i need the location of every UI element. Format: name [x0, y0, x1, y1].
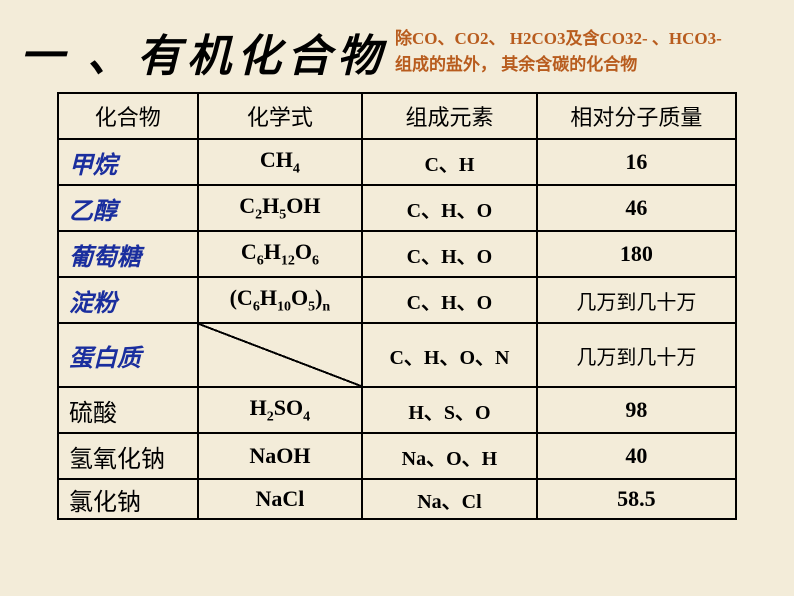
formula-cell: NaCl [198, 479, 363, 519]
header-elements: 组成元素 [362, 93, 536, 139]
elements-cell: Na、Cl [362, 479, 536, 519]
table-header-row: 化合物 化学式 组成元素 相对分子质量 [58, 93, 736, 139]
elements-cell: H、S、O [362, 387, 536, 433]
table-row: 蛋白质 C、H、O、N几万到几十万 [58, 323, 736, 387]
compound-name-cell: 葡萄糖 [58, 231, 198, 277]
formula-cell: C2H5OH [198, 185, 363, 231]
mass-cell: 几万到几十万 [537, 323, 736, 387]
table-row: 硫酸H2SO4H、S、O98 [58, 387, 736, 433]
elements-cell: C、H、O [362, 277, 536, 323]
mass-cell: 98 [537, 387, 736, 433]
mass-cell: 16 [537, 139, 736, 185]
compound-name-cell: 氢氧化钠 [58, 433, 198, 479]
header-compound: 化合物 [58, 93, 198, 139]
mass-cell: 几万到几十万 [537, 277, 736, 323]
elements-cell: C、H、O、N [362, 323, 536, 387]
mass-cell: 40 [537, 433, 736, 479]
elements-cell: C、H [362, 139, 536, 185]
mass-cell: 58.5 [537, 479, 736, 519]
compound-name-cell: 乙醇 [58, 185, 198, 231]
table-row: 氯化钠NaClNa、Cl58.5 [58, 479, 736, 519]
table-row: 葡萄糖C6H12O6C、H、O180 [58, 231, 736, 277]
formula-cell: CH4 [198, 139, 363, 185]
mass-cell: 46 [537, 185, 736, 231]
formula-cell: NaOH [198, 433, 363, 479]
table-row: 氢氧化钠NaOHNa、O、H40 [58, 433, 736, 479]
table-row: 甲烷CH4C、H16 [58, 139, 736, 185]
compound-name-cell: 氯化钠 [58, 479, 198, 519]
formula-cell: (C6H10O5)n [198, 277, 363, 323]
compound-name-cell: 淀粉 [58, 277, 198, 323]
formula-cell [198, 323, 363, 387]
elements-cell: Na、O、H [362, 433, 536, 479]
table-row: 淀粉(C6H10O5)nC、H、O几万到几十万 [58, 277, 736, 323]
table-row: 乙醇C2H5OHC、H、O46 [58, 185, 736, 231]
compounds-table: 化合物 化学式 组成元素 相对分子质量 甲烷CH4C、H16乙醇C2H5OHC、… [57, 92, 737, 520]
page-title: 一 、有机化合物 [20, 20, 387, 84]
header-mass: 相对分子质量 [537, 93, 736, 139]
mass-cell: 180 [537, 231, 736, 277]
compound-name-cell: 硫酸 [58, 387, 198, 433]
subtitle-note: 除CO、CO2、 H2CO3及含CO32- 、HCO3- 组成的盐外， 其余含碳… [395, 26, 735, 77]
compound-name-cell: 蛋白质 [58, 323, 198, 387]
formula-cell: C6H12O6 [198, 231, 363, 277]
elements-cell: C、H、O [362, 231, 536, 277]
header-formula: 化学式 [198, 93, 363, 139]
elements-cell: C、H、O [362, 185, 536, 231]
formula-cell: H2SO4 [198, 387, 363, 433]
compound-name-cell: 甲烷 [58, 139, 198, 185]
compounds-table-container: 化合物 化学式 组成元素 相对分子质量 甲烷CH4C、H16乙醇C2H5OHC、… [57, 92, 737, 520]
